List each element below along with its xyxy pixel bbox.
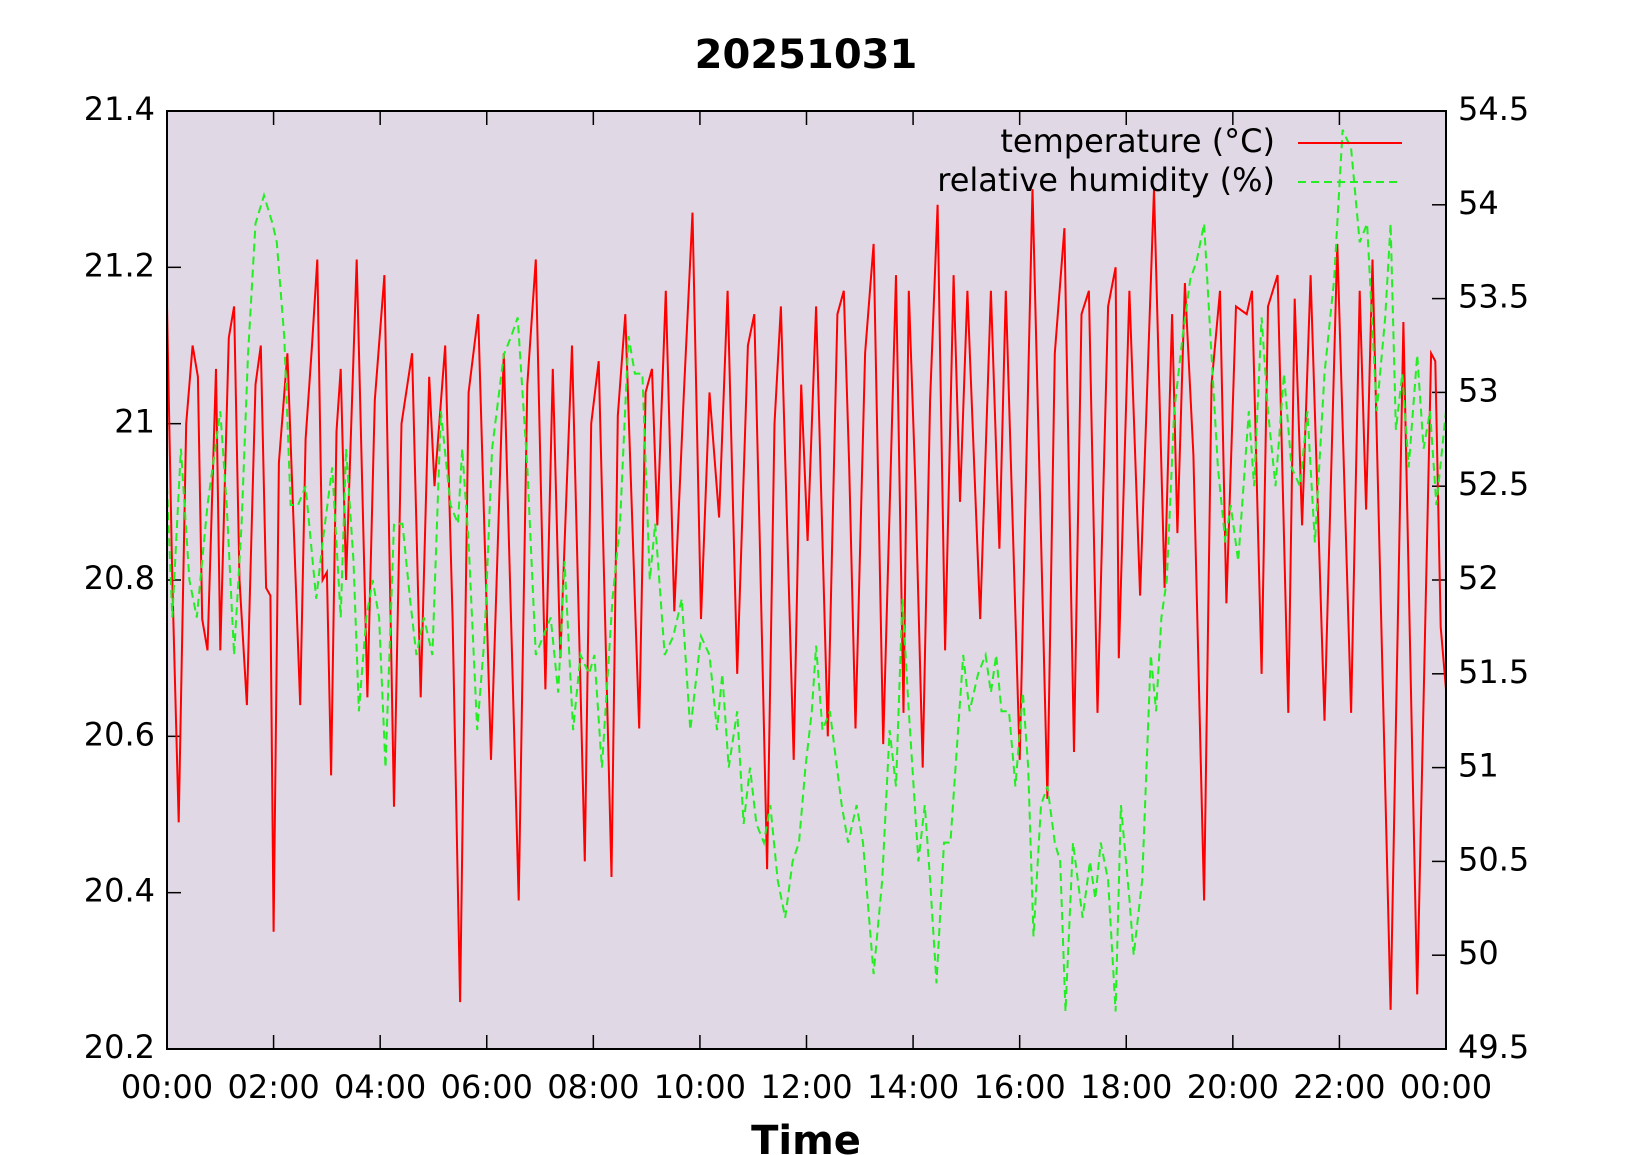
y2-tick-label: 49.5 [1458, 1028, 1529, 1066]
y-tick-label: 20.8 [84, 559, 155, 597]
x-tick-label: 20:00 [1187, 1068, 1279, 1106]
plot-background [167, 111, 1446, 1049]
y2-tick-label: 51 [1458, 747, 1499, 785]
y-tick-label: 20.2 [84, 1028, 155, 1066]
x-tick-label: 18:00 [1080, 1068, 1172, 1106]
series-line [167, 129, 1446, 1012]
plot-border [166, 110, 1447, 1050]
y2-tick-label: 54 [1458, 184, 1499, 222]
y-tick-label: 20.4 [84, 872, 155, 910]
x-tick-label: 16:00 [974, 1068, 1066, 1106]
y2-tick-label: 50 [1458, 934, 1499, 972]
legend-label: temperature (°C) [1000, 122, 1275, 160]
legend-label: relative humidity (%) [937, 161, 1275, 199]
x-tick-label: 08:00 [547, 1068, 639, 1106]
x-tick-label: 14:00 [867, 1068, 959, 1106]
y-tick-label: 20.6 [84, 715, 155, 753]
x-tick-label: 00:00 [121, 1068, 213, 1106]
y-tick-label: 21.4 [84, 90, 155, 128]
y2-tick-label: 52.5 [1458, 465, 1529, 503]
x-tick-label: 00:00 [1400, 1068, 1492, 1106]
y2-tick-label: 51.5 [1458, 653, 1529, 691]
y2-tick-label: 53 [1458, 371, 1499, 409]
x-tick-label: 06:00 [441, 1068, 533, 1106]
x-tick-label: 02:00 [227, 1068, 319, 1106]
y-tick-label: 21 [114, 403, 155, 441]
y2-tick-label: 53.5 [1458, 278, 1529, 316]
x-tick-label: 10:00 [654, 1068, 746, 1106]
y2-tick-label: 52 [1458, 559, 1499, 597]
y2-tick-label: 50.5 [1458, 840, 1529, 878]
y-tick-label: 21.2 [84, 246, 155, 284]
chart-title: 20251031 [695, 32, 918, 78]
x-axis-label: Time [751, 1118, 861, 1155]
x-tick-label: 22:00 [1293, 1068, 1385, 1106]
x-tick-label: 04:00 [334, 1068, 426, 1106]
series-line [167, 189, 1446, 1010]
y2-tick-label: 54.5 [1458, 90, 1529, 128]
x-tick-label: 12:00 [760, 1068, 852, 1106]
